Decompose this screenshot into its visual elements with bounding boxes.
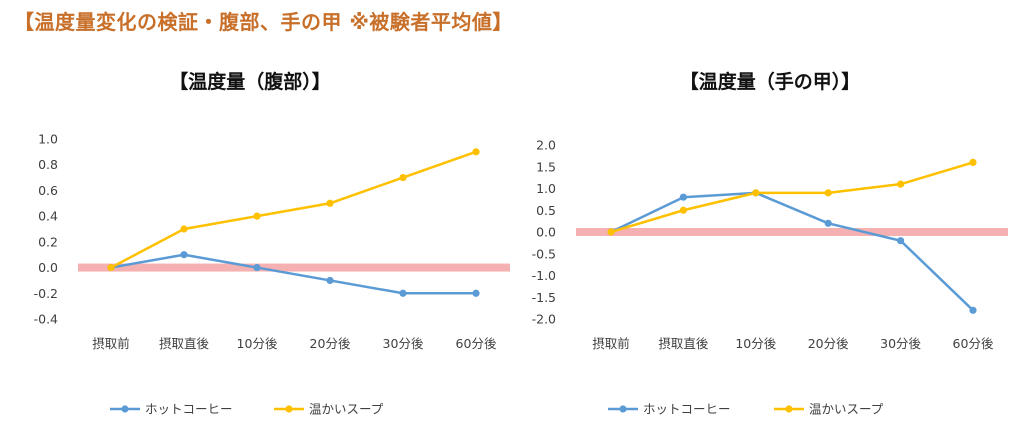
chart-title: 【温度量（手の甲）】 (680, 70, 861, 93)
legend-marker-series-1 (121, 405, 129, 413)
data-point-series-2 (253, 212, 261, 220)
data-point-series-2 (752, 189, 760, 197)
data-point-series-1 (824, 219, 832, 227)
zero-baseline-band (576, 228, 1008, 236)
y-tick-label: -1.5 (532, 290, 556, 305)
x-tick-label: 摂取直後 (658, 336, 709, 351)
y-tick-label: 0.0 (38, 260, 58, 275)
legend-label-series-1: ホットコーヒー (643, 402, 731, 417)
chart-2: 【温度量（手の甲）】 2.0 1.5 1.0 0.5 0.0 -0.5 -1.0 -1.5 -2.… (532, 70, 1008, 417)
y-tick-label: 1.0 (536, 181, 556, 196)
data-point-series-1 (399, 289, 407, 297)
x-tick-label: 60分後 (953, 336, 994, 351)
x-tick-label: 10分後 (735, 336, 776, 351)
data-point-series-1 (969, 306, 977, 314)
legend-marker-series-2 (785, 405, 793, 413)
data-point-series-2 (679, 206, 688, 214)
y-tick-label: -0.4 (34, 312, 58, 327)
x-tick-label: 10分後 (237, 336, 278, 351)
series-line-1 (110, 253, 476, 295)
x-tick-label: 30分後 (383, 336, 424, 351)
y-tick-label: 1.5 (536, 159, 556, 174)
x-tick-label: 20分後 (310, 336, 351, 351)
data-point-series-2 (897, 180, 905, 188)
y-tick-label: -1.0 (532, 268, 556, 283)
data-point-series-1 (253, 263, 261, 272)
page-title: 【温度量変化の検証・腹部、手の甲 ※被験者平均値】 (14, 10, 513, 34)
y-tick-label: 2.0 (536, 138, 556, 153)
y-tick-label: 0.4 (38, 209, 58, 224)
x-tick-label: 20分後 (808, 336, 849, 351)
legend-label-series-2: 温かいスープ (309, 402, 384, 417)
series-line-2 (610, 161, 974, 234)
data-point-series-1 (472, 289, 480, 297)
data-point-series-2 (326, 199, 334, 207)
data-point-series-2 (107, 263, 115, 272)
x-tick-label: 摂取前 (592, 336, 630, 351)
x-tick-label: 60分後 (456, 336, 497, 351)
y-tick-label: 0.8 (38, 157, 58, 172)
legend-marker-series-1 (619, 405, 627, 413)
y-tick-label: 1.0 (38, 132, 58, 147)
data-point-series-1 (326, 276, 334, 285)
data-point-series-2 (472, 148, 480, 156)
series-line-2 (110, 150, 477, 269)
data-point-series-2 (399, 173, 407, 182)
series-line-1 (610, 191, 974, 312)
data-point-series-1 (180, 251, 188, 259)
data-point-series-1 (679, 193, 688, 201)
legend-marker-series-2 (285, 405, 293, 413)
y-tick-label: 0.2 (38, 234, 58, 249)
y-tick-label: 0.5 (536, 203, 556, 218)
data-point-series-2 (824, 189, 832, 197)
zero-baseline-band (78, 263, 510, 272)
data-point-series-2 (180, 225, 188, 233)
x-tick-label: 摂取前 (92, 336, 130, 351)
y-tick-label: -0.2 (34, 286, 58, 301)
y-tick-label: -2.0 (532, 312, 556, 327)
data-point-series-1 (897, 237, 905, 245)
data-point-series-2 (607, 228, 615, 236)
data-point-series-2 (969, 158, 977, 166)
x-tick-label: 30分後 (880, 336, 921, 351)
chart-title: 【温度量（腹部）】 (169, 70, 331, 93)
legend-label-series-2: 温かいスープ (809, 402, 884, 417)
legend-label-series-1: ホットコーヒー (145, 402, 233, 417)
y-tick-label: 0.0 (536, 225, 556, 240)
y-tick-label: -0.5 (532, 246, 556, 261)
chart-1: 【温度量（腹部）】 1.0 0.8 0.6 0.4 0.2 0.0 -0.2 -0.4 摂取前 摂取… (34, 70, 510, 417)
x-tick-label: 摂取直後 (159, 336, 210, 351)
y-tick-label: 0.6 (38, 183, 58, 198)
